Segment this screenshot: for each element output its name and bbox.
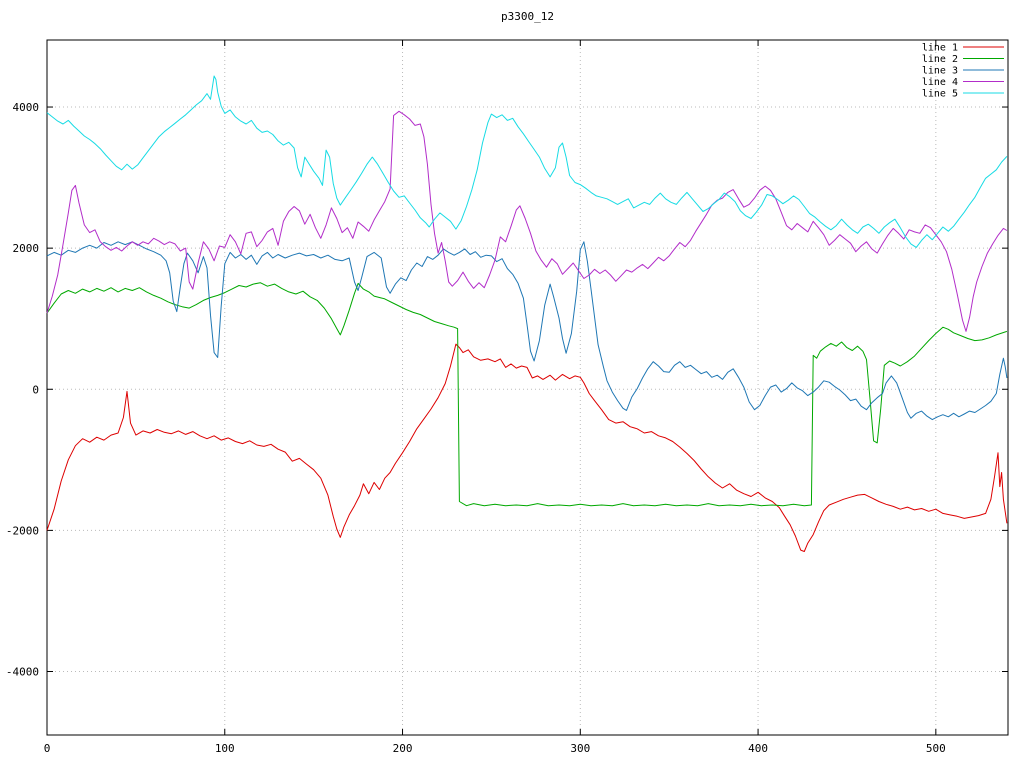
y-tick-label: 2000 <box>13 242 40 255</box>
plot-border <box>46 39 1009 736</box>
series-line-5 <box>46 75 1008 248</box>
series-line-1 <box>46 343 1008 552</box>
x-tick-label: 500 <box>926 742 946 755</box>
x-tick-label: 300 <box>570 742 590 755</box>
series-line-4 <box>46 110 1008 332</box>
series-line-3 <box>46 241 1008 421</box>
x-tick-label: 400 <box>748 742 768 755</box>
legend-label: line 2 <box>922 54 958 65</box>
y-tick-label: -2000 <box>6 524 39 537</box>
legend-label: line 1 <box>922 43 958 54</box>
series-line-2 <box>46 282 1008 507</box>
y-tick-label: 0 <box>32 383 39 396</box>
legend-label: line 5 <box>922 89 958 100</box>
x-tick-label: 100 <box>215 742 235 755</box>
chart-title: p3300_12 <box>501 10 554 23</box>
x-tick-label: 200 <box>393 742 413 755</box>
legend-label: line 3 <box>922 66 958 77</box>
y-tick-label: -4000 <box>6 665 39 678</box>
y-tick-label: 4000 <box>13 101 40 114</box>
x-tick-label: 0 <box>44 742 51 755</box>
legend-label: line 4 <box>922 77 958 88</box>
